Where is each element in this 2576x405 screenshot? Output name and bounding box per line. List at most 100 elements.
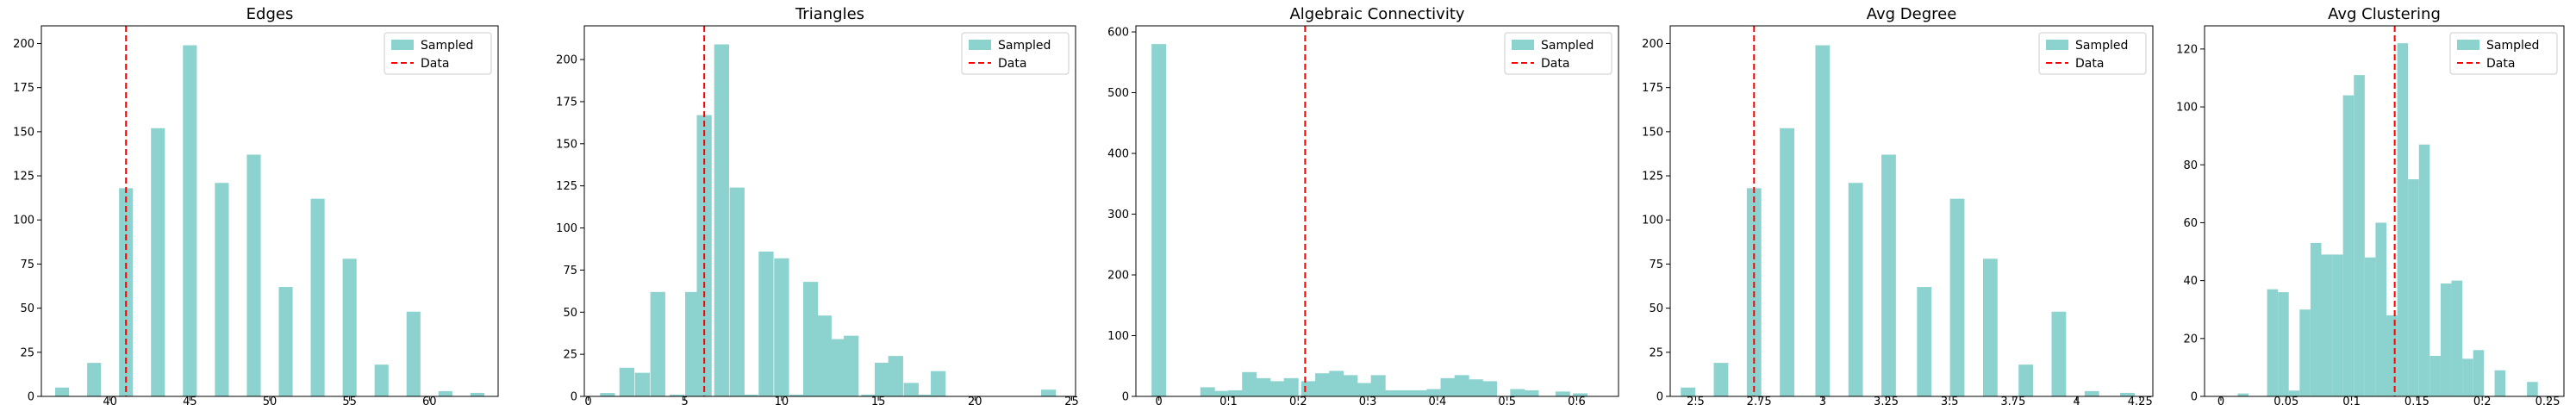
legend-swatch-sampled: [2457, 40, 2479, 50]
y-tick-label: 50: [1649, 302, 1663, 315]
histogram-bar: [2237, 393, 2249, 396]
histogram-bar: [1370, 375, 1386, 396]
legend-label-sampled: Sampled: [998, 39, 1051, 53]
histogram-bar: [2084, 390, 2099, 396]
y-tick-label: 100: [13, 215, 34, 227]
histogram-bar: [1468, 379, 1483, 396]
x-tick-label: 4.25: [2128, 396, 2153, 405]
histogram-bar: [650, 291, 665, 396]
y-tick-label: 400: [1107, 148, 1129, 161]
legend-label-data: Data: [998, 57, 1026, 71]
histogram-bar: [758, 251, 774, 396]
histogram-bar: [2364, 257, 2376, 396]
chart-title: Edges: [246, 5, 294, 23]
y-tick-label: 150: [1642, 126, 1663, 139]
x-tick-label: 3.75: [2000, 396, 2025, 405]
x-tick-label: 0: [584, 396, 591, 405]
histogram-bar: [2267, 289, 2279, 396]
chart-title: Algebraic Connectivity: [1289, 5, 1464, 23]
y-tick-label: 125: [556, 180, 577, 193]
histogram-bar: [2429, 355, 2441, 396]
y-tick-label: 80: [2183, 159, 2198, 172]
histogram-bar: [874, 362, 890, 396]
histogram-bar: [1228, 389, 1244, 396]
y-tick-label: 200: [1642, 38, 1663, 51]
y-tick-label: 25: [563, 349, 577, 362]
legend-label-sampled: Sampled: [1541, 39, 1594, 53]
legend: Sampled Data: [2038, 32, 2147, 75]
y-tick-label: 200: [556, 54, 577, 67]
legend-label-data: Data: [2486, 57, 2515, 71]
histogram-bar: [2278, 292, 2289, 396]
histogram-bar: [1426, 389, 1442, 396]
y-tick-label: 500: [1107, 87, 1129, 100]
y-tick-label: 200: [13, 38, 34, 51]
x-tick-label: 0.3: [1359, 396, 1377, 405]
histogram-bar: [1384, 389, 1400, 396]
histogram-bar: [931, 371, 946, 396]
histogram-bar: [183, 45, 197, 397]
histogram-bar: [830, 339, 845, 396]
histogram-bar: [438, 390, 452, 396]
x-tick-label: 2.5: [1687, 396, 1705, 405]
x-tick-label: 2.75: [1747, 396, 1772, 405]
chart-panel: Avg Clustering 0 0.05 0.1 0.15 0.2 0.25 0 20 40 60…: [2176, 5, 2565, 405]
y-tick-label: 0: [1122, 391, 1129, 404]
y-tick-label: 175: [13, 82, 34, 95]
y-tick-label: 75: [1649, 259, 1663, 271]
y-tick-label: 0: [1656, 391, 1663, 404]
y-tick-label: 175: [1642, 82, 1663, 95]
y-tick-label: 120: [2176, 43, 2198, 56]
x-tick-label: 10: [775, 396, 789, 405]
histogram-bar: [87, 363, 102, 396]
legend: Sampled Data: [2449, 32, 2558, 75]
histogram-bar: [1151, 44, 1167, 396]
histogram-bar: [1573, 393, 1588, 396]
x-tick-label: 15: [871, 396, 886, 405]
y-tick-label: 125: [13, 171, 34, 184]
histogram-bar: [2332, 254, 2343, 396]
legend-swatch-sampled: [391, 40, 414, 50]
histogram-bar: [1329, 371, 1344, 396]
legend-swatch-sampled: [1512, 40, 1534, 50]
legend: Sampled Data: [384, 32, 492, 75]
histogram-bar: [2321, 254, 2333, 396]
histogram-bar: [1949, 198, 1965, 396]
chart-panel: Triangles 0 5 10 15 20 25 0 25 50 75 100 125 150 175 20…: [556, 5, 1079, 405]
histogram-bar: [1315, 373, 1331, 396]
histogram-bar: [903, 383, 919, 396]
histogram-bar: [2310, 242, 2322, 396]
histogram-bar: [2299, 309, 2311, 396]
histogram-bar: [2120, 392, 2135, 396]
x-tick-label: 5: [682, 396, 689, 405]
x-tick-label: 0.4: [1429, 396, 1447, 405]
legend-swatch-sampled: [2046, 40, 2068, 50]
histogram-bar: [917, 395, 932, 396]
x-tick-label: 0.05: [2273, 396, 2298, 405]
histogram-bar: [1780, 128, 1794, 396]
legend: Sampled Data: [1504, 32, 1612, 75]
histogram-bar: [1213, 390, 1229, 396]
histogram-bar: [670, 395, 685, 396]
x-tick-label: 3.5: [1941, 396, 1959, 405]
histogram-bar: [1681, 387, 1696, 396]
legend-label-data: Data: [2075, 57, 2104, 71]
y-tick-label: 0: [28, 391, 34, 404]
x-tick-label: 40: [103, 396, 117, 405]
histogram-bar: [1510, 389, 1525, 396]
histogram-bar: [2462, 358, 2473, 396]
x-tick-label: 3.25: [1874, 396, 1899, 405]
histogram-bar: [1917, 287, 1932, 396]
histogram-bar: [1269, 381, 1285, 396]
axes-frame: [1669, 25, 2154, 397]
x-tick-label: 60: [422, 396, 437, 405]
histogram-bar: [1343, 375, 1358, 396]
x-tick-label: 25: [1064, 396, 1079, 405]
y-tick-label: 25: [1649, 346, 1663, 359]
y-tick-label: 75: [563, 265, 577, 277]
legend: Sampled Data: [961, 32, 1070, 75]
histogram-bar: [743, 395, 758, 396]
histogram-bar: [2018, 364, 2034, 396]
histogram-bar: [888, 356, 903, 396]
histogram-bar: [1440, 377, 1456, 396]
